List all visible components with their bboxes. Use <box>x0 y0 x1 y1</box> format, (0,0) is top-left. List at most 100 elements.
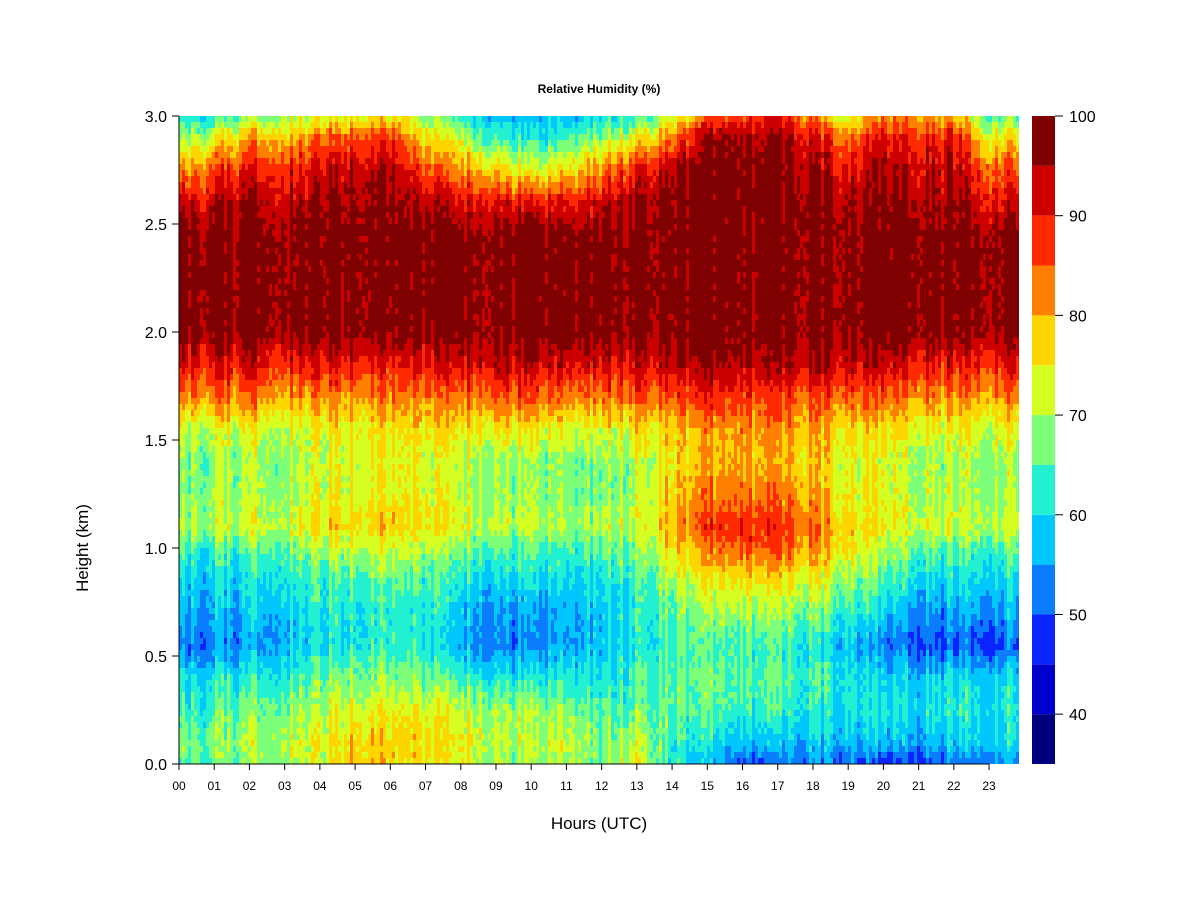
heatmap-cell <box>221 656 225 663</box>
heatmap-cell <box>212 410 216 417</box>
heatmap-cell <box>197 710 201 717</box>
heatmap-cell <box>188 392 192 399</box>
heatmap-cell <box>197 680 201 687</box>
heatmap-cell <box>200 638 204 645</box>
heatmap-cell <box>191 746 195 753</box>
heatmap-cell <box>236 344 240 351</box>
heatmap-cell <box>215 632 219 639</box>
heatmap-cell <box>191 410 195 417</box>
heatmap-cell <box>206 440 210 447</box>
heatmap-cell <box>188 740 192 747</box>
heatmap-cell <box>257 506 261 513</box>
heatmap-cell <box>254 326 258 333</box>
heatmap-cell <box>257 632 261 639</box>
heatmap-cell <box>242 404 246 411</box>
heatmap-cell <box>224 596 228 603</box>
heatmap-cell <box>200 344 204 351</box>
heatmap-cell <box>224 740 228 747</box>
heatmap-cell <box>233 344 237 351</box>
heatmap-cell <box>227 626 231 633</box>
heatmap-cell <box>242 350 246 357</box>
heatmap-cell <box>251 506 255 513</box>
heatmap-cell <box>194 698 198 705</box>
heatmap-cell <box>248 302 252 309</box>
heatmap-cell <box>248 674 252 681</box>
heatmap-cell <box>197 452 201 459</box>
heatmap-cell <box>257 326 261 333</box>
heatmap-cell <box>239 116 243 123</box>
heatmap-cell <box>239 530 243 537</box>
heatmap-cell <box>197 674 201 681</box>
heatmap-cell <box>233 176 237 183</box>
heatmap-cell <box>215 386 219 393</box>
heatmap-cell <box>212 428 216 435</box>
heatmap-cell <box>221 248 225 255</box>
heatmap-cell <box>179 458 183 465</box>
heatmap-cell <box>179 686 183 693</box>
heatmap-cell <box>218 350 222 357</box>
heatmap-cell <box>212 272 216 279</box>
heatmap-cell <box>209 404 213 411</box>
heatmap-cell <box>185 182 189 189</box>
heatmap-cell <box>227 302 231 309</box>
heatmap-cell <box>245 338 249 345</box>
heatmap-cell <box>230 674 234 681</box>
heatmap-cell <box>185 518 189 525</box>
heatmap-cell <box>242 266 246 273</box>
heatmap-cell <box>251 500 255 507</box>
heatmap-cell <box>239 698 243 705</box>
heatmap-cell <box>239 392 243 399</box>
heatmap-cell <box>260 278 264 285</box>
heatmap-cell <box>206 272 210 279</box>
heatmap-cell <box>179 350 183 357</box>
heatmap-cell <box>227 554 231 561</box>
heatmap-cell <box>218 116 222 123</box>
heatmap-cell <box>260 602 264 609</box>
heatmap-cell <box>221 482 225 489</box>
heatmap-cell <box>251 332 255 339</box>
heatmap-cell <box>233 542 237 549</box>
heatmap-cell <box>212 338 216 345</box>
heatmap-cell <box>185 128 189 135</box>
heatmap-cell <box>230 464 234 471</box>
heatmap-cell <box>251 602 255 609</box>
heatmap-cell <box>185 404 189 411</box>
heatmap-cell <box>185 704 189 711</box>
heatmap-cell <box>245 182 249 189</box>
heatmap-cell <box>218 500 222 507</box>
heatmap-cell <box>218 236 222 243</box>
heatmap-cell <box>239 464 243 471</box>
heatmap-cell <box>179 338 183 345</box>
heatmap-cell <box>233 428 237 435</box>
heatmap-cell <box>239 446 243 453</box>
heatmap-cell <box>194 320 198 327</box>
heatmap-cell <box>182 296 186 303</box>
heatmap-cell <box>200 626 204 633</box>
heatmap-cell <box>212 302 216 309</box>
heatmap-cell <box>179 380 183 387</box>
heatmap-cell <box>245 392 249 399</box>
heatmap-cell <box>242 242 246 249</box>
heatmap-cell <box>254 734 258 741</box>
heatmap-cell <box>239 716 243 723</box>
heatmap-cell <box>227 482 231 489</box>
heatmap-cell <box>215 218 219 225</box>
heatmap-cell <box>209 584 213 591</box>
heatmap-cell <box>245 488 249 495</box>
heatmap-cell <box>221 290 225 297</box>
heatmap-cell <box>197 368 201 375</box>
heatmap-cell <box>203 122 207 129</box>
heatmap-cell <box>233 722 237 729</box>
heatmap-cell <box>185 224 189 231</box>
heatmap-cell <box>236 368 240 375</box>
heatmap-cell <box>230 194 234 201</box>
heatmap-cell <box>251 242 255 249</box>
heatmap-cell <box>254 212 258 219</box>
heatmap-cell <box>185 146 189 153</box>
heatmap-cell <box>227 122 231 129</box>
heatmap-cell <box>185 590 189 597</box>
heatmap-cell <box>233 500 237 507</box>
heatmap-cell <box>260 542 264 549</box>
heatmap-cell <box>194 152 198 159</box>
heatmap-cell <box>212 488 216 495</box>
